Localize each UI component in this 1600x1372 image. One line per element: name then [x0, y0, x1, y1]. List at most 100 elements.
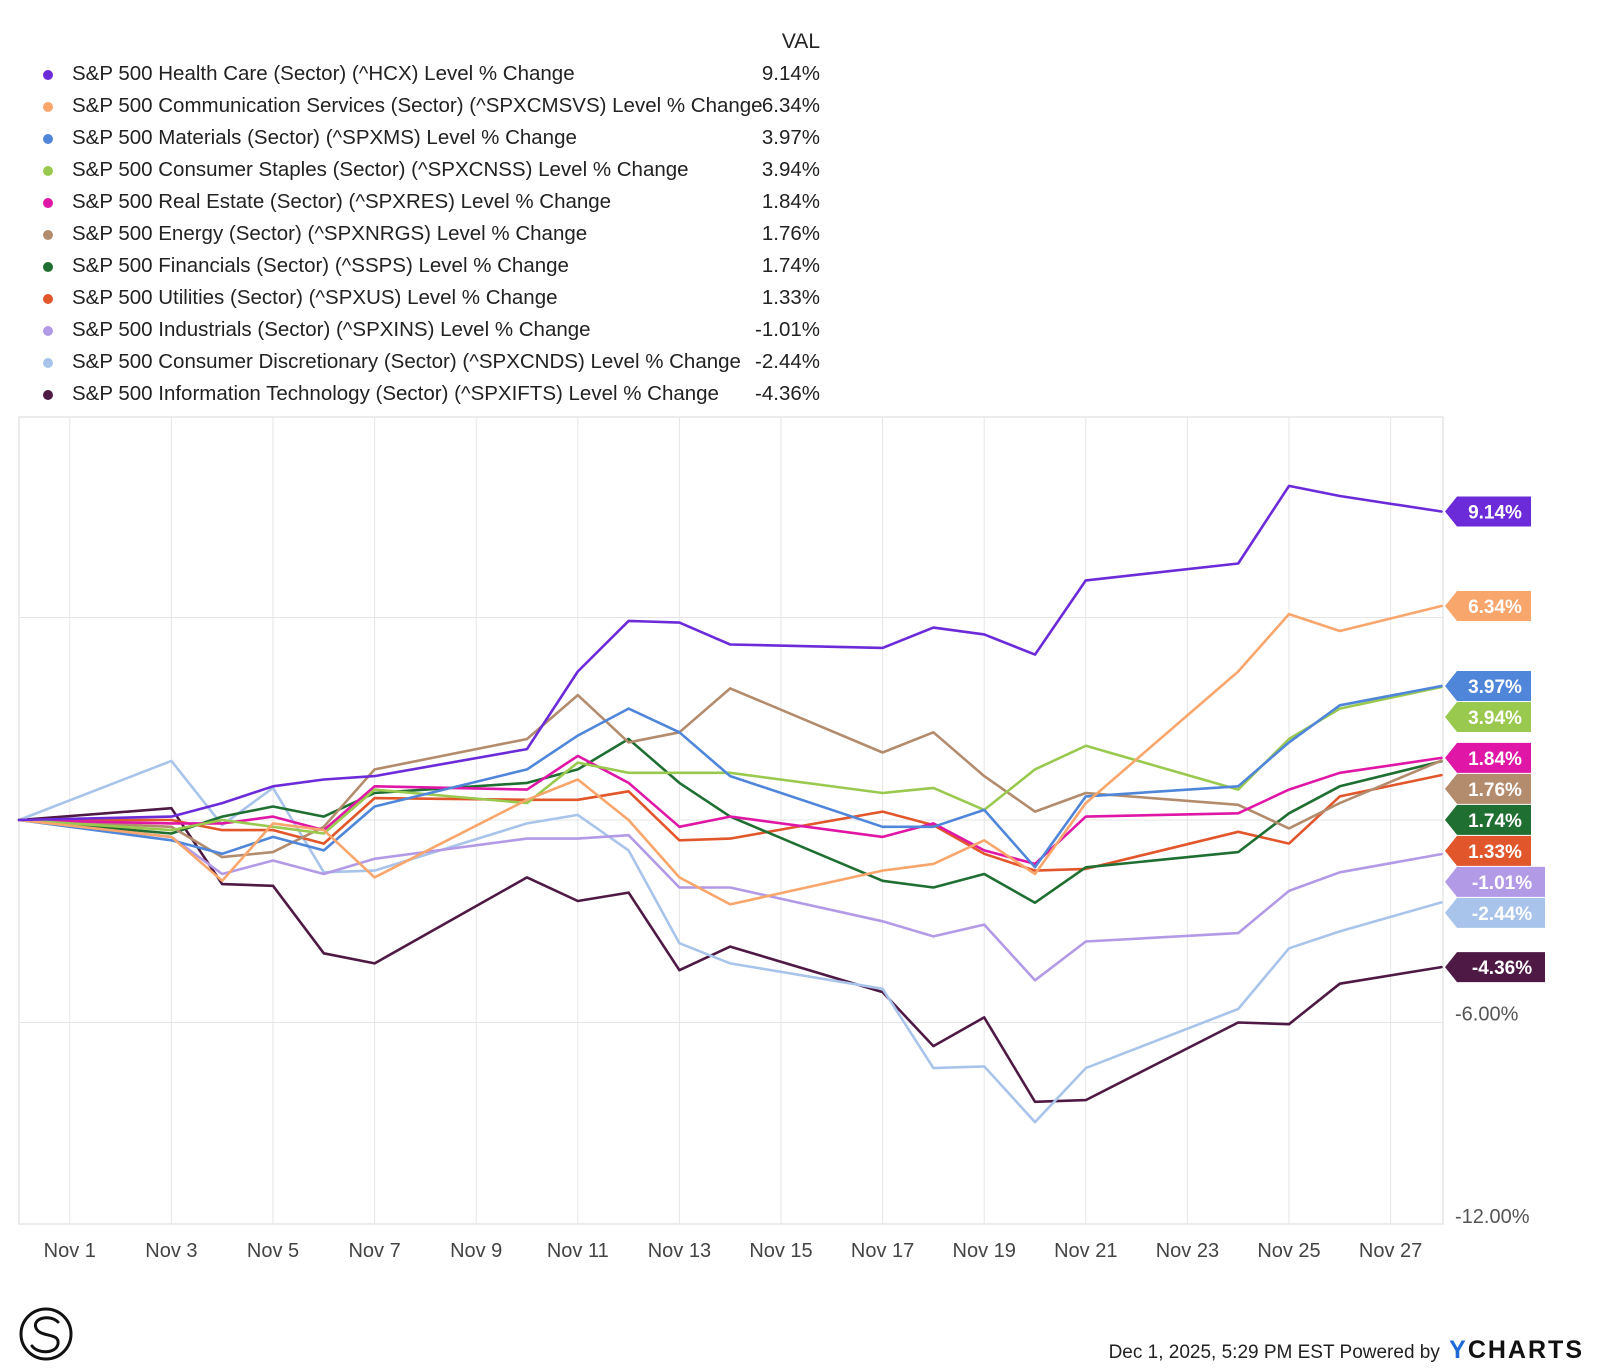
legend-item[interactable]: S&P 500 Energy (Sector) (^SPXNRGS) Level… — [0, 220, 840, 250]
series-line — [17, 604, 1443, 906]
value-tag — [1445, 866, 1545, 897]
value-tag — [1445, 496, 1531, 527]
legend-value: 3.94% — [761, 158, 820, 181]
legend-label: S&P 500 Communication Services (Sector) … — [72, 94, 763, 117]
legend-dot-icon — [43, 230, 53, 240]
series-line — [17, 759, 1443, 1124]
legend-dot-icon — [43, 294, 53, 304]
value-tag-label: 1.76% — [1468, 780, 1522, 801]
legend-dot-icon — [43, 70, 53, 80]
value-tag-label: 1.74% — [1468, 811, 1522, 832]
x-tick-label: Nov 1 — [44, 1240, 96, 1262]
legend-item[interactable]: S&P 500 Materials (Sector) (^SPXMS) Leve… — [0, 124, 840, 154]
x-tick-label: Nov 5 — [247, 1240, 299, 1262]
legend-val-header: VAL — [781, 30, 820, 53]
legend-item[interactable]: S&P 500 Utilities (Sector) (^SPXUS) Leve… — [0, 284, 840, 314]
x-tick-label: Nov 3 — [145, 1240, 197, 1262]
value-tag — [1445, 773, 1531, 804]
legend-label: S&P 500 Financials (Sector) (^SSPS) Leve… — [72, 254, 569, 277]
legend-item[interactable]: S&P 500 Health Care (Sector) (^HCX) Leve… — [0, 60, 840, 90]
footer-attribution: Dec 1, 2025, 5:29 PM EST Powered by YCHA… — [1109, 1336, 1584, 1365]
legend-label: S&P 500 Consumer Discretionary (Sector) … — [72, 350, 741, 373]
ycharts-logo-icon[interactable]: YCHARTS — [1449, 1336, 1584, 1364]
x-tick-label: Nov 9 — [450, 1240, 502, 1262]
legend-value: 1.84% — [761, 190, 820, 213]
x-tick-label: Nov 13 — [648, 1240, 711, 1262]
value-tag — [1445, 952, 1545, 983]
legend-label: S&P 500 Information Technology (Sector) … — [72, 382, 719, 405]
x-tick-label: Nov 7 — [348, 1240, 400, 1262]
x-tick-label: Nov 15 — [749, 1240, 812, 1262]
series-line — [17, 685, 1443, 835]
x-tick-label: Nov 27 — [1359, 1240, 1422, 1262]
value-tag-label: -1.01% — [1472, 873, 1532, 894]
legend-item[interactable]: S&P 500 Communication Services (Sector) … — [0, 92, 840, 122]
legend-label: S&P 500 Consumer Staples (Sector) (^SPXC… — [72, 158, 689, 181]
legend-dot-icon — [43, 358, 53, 368]
value-tag-label: -4.36% — [1472, 958, 1532, 979]
series-line — [17, 773, 1443, 872]
legend-dot-icon — [43, 102, 53, 112]
legend-dot-icon — [43, 390, 53, 400]
value-tag-label: 3.94% — [1468, 708, 1522, 729]
value-tag — [1445, 591, 1531, 622]
legend-item[interactable]: S&P 500 Financials (Sector) (^SSPS) Leve… — [0, 252, 840, 282]
y-tick-label: -6.00% — [1455, 1004, 1519, 1026]
series-line — [17, 684, 1443, 869]
value-tag-label: 1.33% — [1468, 842, 1522, 863]
legend-label: S&P 500 Materials (Sector) (^SPXMS) Leve… — [72, 126, 577, 149]
legend-value: 9.14% — [761, 62, 820, 85]
legend-label: S&P 500 Energy (Sector) (^SPXNRGS) Level… — [72, 222, 588, 245]
chart-legend: VAL S&P 500 Health Care (Sector) (^HCX) … — [0, 0, 840, 410]
legend-item[interactable]: S&P 500 Industrials (Sector) (^SPXINS) L… — [0, 316, 840, 346]
value-tag — [1445, 804, 1531, 835]
legend-value: 1.74% — [761, 254, 820, 277]
value-tag — [1445, 742, 1531, 773]
series-line — [17, 687, 1443, 859]
legend-value: -4.36% — [755, 382, 820, 405]
y-tick-label: -12.00% — [1455, 1206, 1530, 1228]
value-tag — [1445, 702, 1531, 733]
legend-value: 1.76% — [761, 222, 820, 245]
legend-dot-icon — [43, 326, 53, 336]
series-line — [17, 806, 1443, 1104]
x-tick-label: Nov 25 — [1257, 1240, 1320, 1262]
seeking-alpha-logo-icon — [19, 1307, 73, 1361]
value-tag-label: 3.97% — [1468, 677, 1522, 698]
x-tick-label: Nov 21 — [1054, 1240, 1117, 1262]
legend-dot-icon — [43, 262, 53, 272]
legend-label: S&P 500 Industrials (Sector) (^SPXINS) L… — [72, 318, 591, 341]
series-line — [17, 754, 1443, 866]
x-tick-label: Nov 23 — [1156, 1240, 1219, 1262]
legend-label: S&P 500 Real Estate (Sector) (^SPXRES) L… — [72, 190, 612, 213]
legend-item[interactable]: S&P 500 Consumer Discretionary (Sector) … — [0, 348, 840, 378]
legend-label: S&P 500 Utilities (Sector) (^SPXUS) Leve… — [72, 286, 558, 309]
value-tag-label: 1.84% — [1468, 749, 1522, 770]
value-tag — [1445, 897, 1545, 928]
legend-value: 3.97% — [761, 126, 820, 149]
value-tag — [1445, 835, 1531, 866]
legend-value: 6.34% — [761, 94, 820, 117]
value-tag-label: 6.34% — [1468, 597, 1522, 618]
footer-timestamp: Dec 1, 2025, 5:29 PM EST Powered by — [1108, 1342, 1440, 1363]
series-line — [17, 818, 1443, 982]
legend-dot-icon — [43, 198, 53, 208]
x-tick-label: Nov 11 — [547, 1240, 609, 1262]
value-tag-label: 9.14% — [1468, 503, 1522, 524]
x-tick-label: Nov 19 — [953, 1240, 1016, 1262]
legend-value: 1.33% — [761, 286, 820, 309]
value-tag — [1445, 671, 1531, 702]
series-line — [17, 737, 1443, 905]
legend-dot-icon — [43, 166, 53, 176]
series-line — [17, 484, 1443, 822]
legend-value: -1.01% — [755, 318, 820, 341]
x-tick-label: Nov 17 — [851, 1240, 914, 1262]
line-chart: Nov 1 Nov 3 Nov 5 Nov 7 Nov 9 Nov 11 Nov 13 Nov… — [17, 416, 1545, 1262]
legend-dot-icon — [43, 134, 53, 144]
legend-item[interactable]: S&P 500 Real Estate (Sector) (^SPXRES) L… — [0, 188, 840, 218]
legend-value: -2.44% — [755, 350, 820, 373]
legend-label: S&P 500 Health Care (Sector) (^HCX) Leve… — [72, 62, 575, 85]
legend-item[interactable]: S&P 500 Consumer Staples (Sector) (^SPXC… — [0, 156, 840, 186]
legend-item[interactable]: S&P 500 Information Technology (Sector) … — [0, 380, 840, 410]
value-tag-label: -2.44% — [1472, 904, 1532, 925]
